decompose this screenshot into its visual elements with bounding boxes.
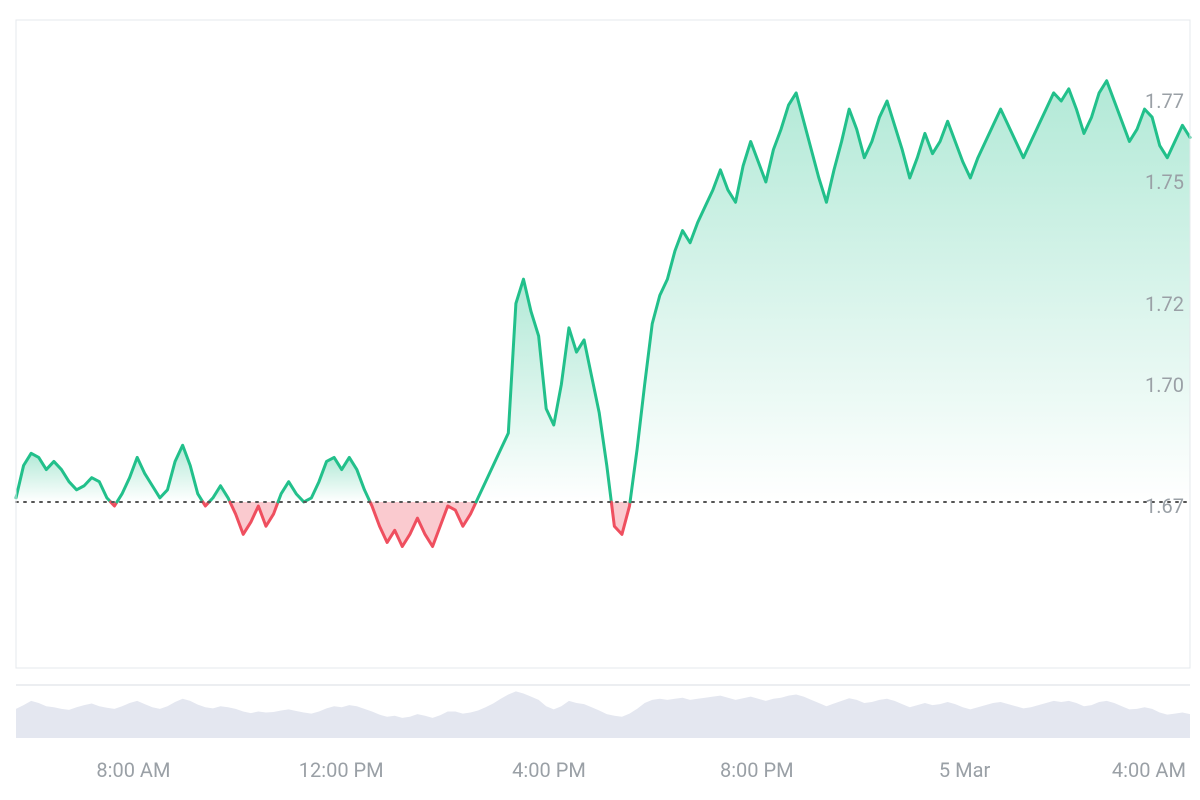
y-axis-label: 1.70 <box>1145 373 1184 397</box>
x-axis-label: 8:00 PM <box>720 758 794 782</box>
price-chart: 1.67 1.70 1.72 1.75 1.77 8:00 AM 12:00 PM 4:00 … <box>0 0 1200 800</box>
x-axis-label: 4:00 AM <box>1112 758 1186 782</box>
x-axis-label: 5 Mar <box>939 758 990 782</box>
x-axis-label: 4:00 PM <box>512 758 586 782</box>
y-axis-label: 1.72 <box>1145 292 1184 316</box>
x-axis-label: 12:00 PM <box>299 758 384 782</box>
y-axis-label: 1.67 <box>1145 494 1184 518</box>
y-axis-label: 1.75 <box>1145 170 1184 194</box>
y-axis-label: 1.77 <box>1145 89 1184 113</box>
x-axis-label: 8:00 AM <box>96 758 170 782</box>
chart-svg[interactable] <box>0 0 1200 800</box>
